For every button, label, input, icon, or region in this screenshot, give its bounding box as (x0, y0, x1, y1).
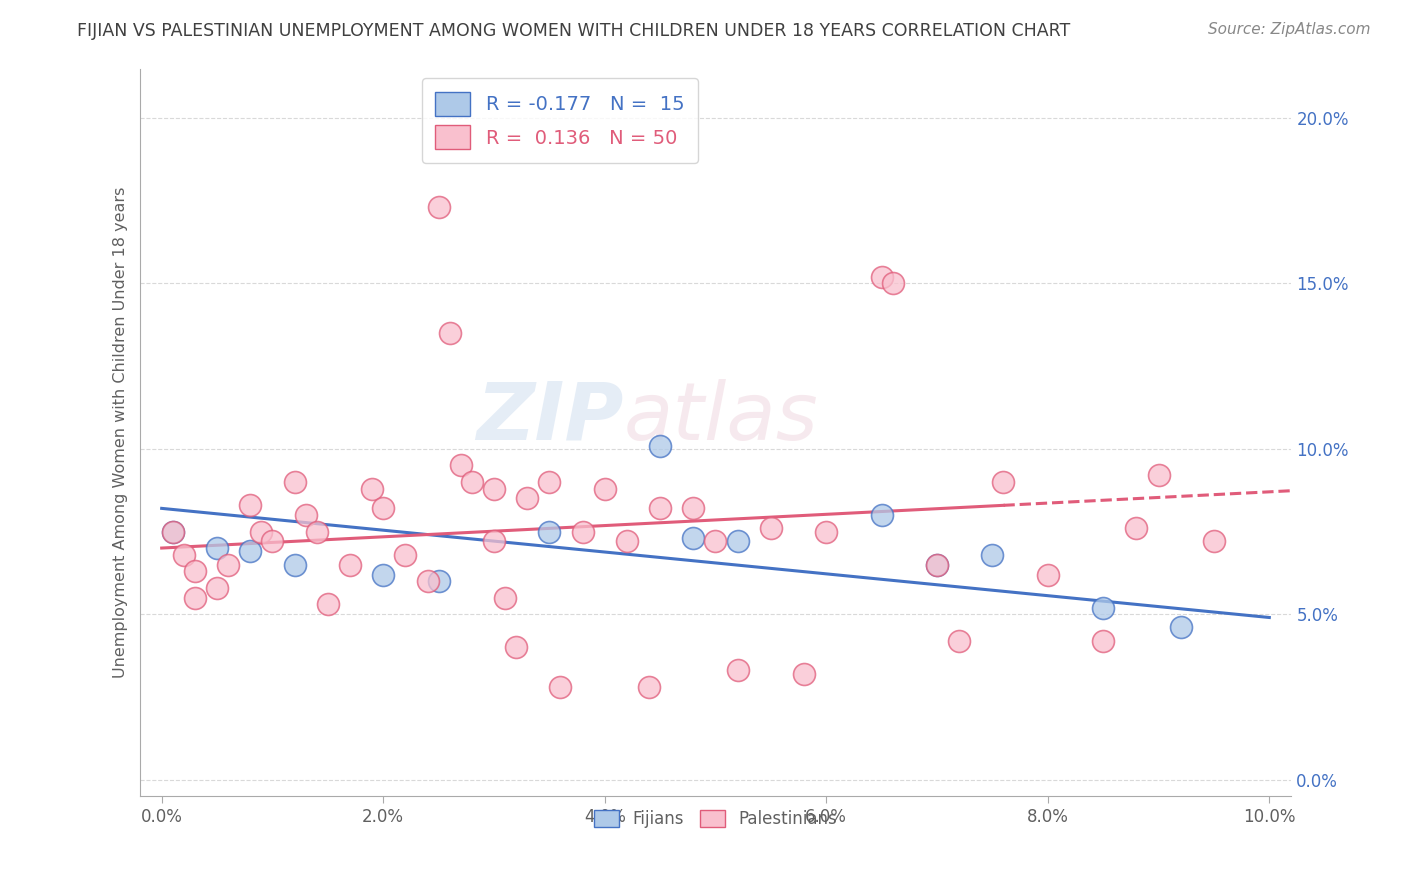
Point (538, 475, 561, 489)
Point (516, 491, 538, 506)
Point (648, 438, 671, 452)
Point (1147, 468, 1170, 483)
Point (427, 574, 450, 588)
Point (239, 498, 262, 512)
Point (538, 524, 561, 539)
Point (925, 558, 948, 572)
Point (482, 534, 505, 549)
Legend: Fijians, Palestinians: Fijians, Palestinians (588, 804, 844, 835)
Point (439, 326, 461, 340)
Point (870, 508, 893, 522)
Text: atlas: atlas (623, 379, 818, 457)
Point (262, 534, 284, 549)
Point (284, 558, 307, 572)
Point (948, 633, 970, 648)
Point (184, 591, 207, 605)
Text: FIJIAN VS PALESTINIAN UNEMPLOYMENT AMONG WOMEN WITH CHILDREN UNDER 18 YEARS CORR: FIJIAN VS PALESTINIAN UNEMPLOYMENT AMONG… (77, 22, 1070, 40)
Point (993, 475, 1015, 489)
Point (648, 501, 671, 516)
Point (815, 524, 838, 539)
Text: ZIP: ZIP (477, 379, 623, 457)
Point (284, 475, 307, 489)
Point (1125, 521, 1147, 535)
Point (682, 501, 704, 516)
Point (870, 269, 893, 284)
Point (1202, 534, 1225, 549)
Point (704, 534, 727, 549)
Point (205, 581, 228, 595)
Point (638, 680, 661, 694)
Point (427, 201, 450, 215)
Point (571, 524, 593, 539)
Point (162, 524, 184, 539)
Point (450, 458, 472, 473)
Point (505, 640, 527, 655)
Point (239, 544, 262, 558)
Point (1092, 633, 1115, 648)
Point (1092, 600, 1115, 615)
Point (205, 541, 228, 555)
Point (461, 475, 484, 489)
Point (217, 558, 239, 572)
Point (416, 574, 439, 588)
Point (494, 591, 516, 605)
Point (727, 534, 749, 549)
Point (482, 482, 505, 496)
Point (550, 680, 572, 694)
Text: Source: ZipAtlas.com: Source: ZipAtlas.com (1208, 22, 1371, 37)
Point (250, 524, 273, 539)
Point (616, 534, 638, 549)
Point (593, 482, 616, 496)
Point (361, 482, 384, 496)
Point (394, 548, 416, 562)
Point (339, 558, 361, 572)
Y-axis label: Unemployment Among Women with Children Under 18 years: Unemployment Among Women with Children U… (114, 186, 128, 678)
Point (925, 558, 948, 572)
Point (1170, 620, 1192, 634)
Point (294, 508, 316, 522)
Point (1036, 567, 1059, 582)
Point (162, 524, 184, 539)
Point (373, 567, 395, 582)
Point (316, 597, 339, 611)
Point (184, 564, 207, 578)
Point (305, 524, 328, 539)
Point (981, 548, 1004, 562)
Point (793, 666, 815, 681)
Point (882, 277, 904, 291)
Point (727, 664, 749, 678)
Point (682, 531, 704, 545)
Point (759, 521, 782, 535)
Point (173, 548, 195, 562)
Point (373, 501, 395, 516)
